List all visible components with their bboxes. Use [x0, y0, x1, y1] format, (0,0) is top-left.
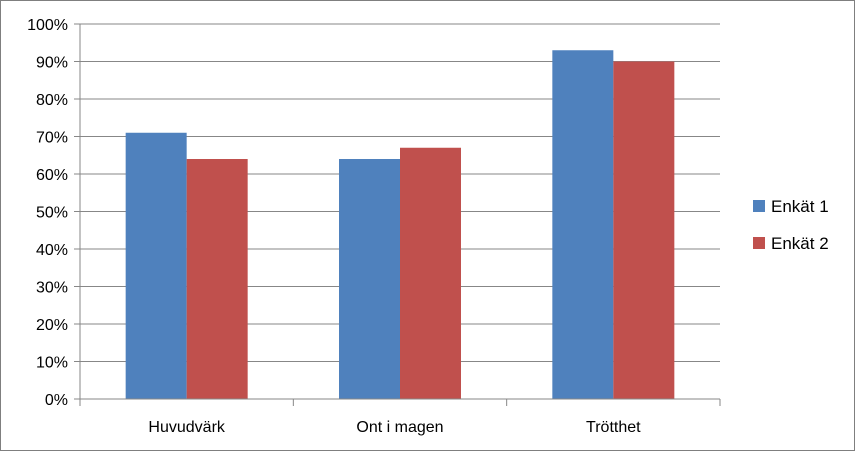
axes: [74, 23, 721, 406]
y-tick-label: 90%: [36, 55, 68, 72]
y-tick-label: 100%: [27, 17, 68, 34]
bars: [125, 50, 675, 399]
x-tick-label: Ont i magen: [356, 419, 443, 436]
legend-swatch-2: [753, 237, 765, 249]
legend-label-2: Enkät 2: [771, 234, 829, 253]
x-tick-labels: Huvudvärk Ont i magen Trötthet: [148, 419, 641, 436]
legend: Enkät 1 Enkät 2: [753, 197, 829, 253]
legend-label-1: Enkät 1: [771, 197, 829, 216]
bar-1-1: [125, 132, 187, 399]
y-tick-label: 0%: [45, 392, 68, 409]
bar-2-3: [613, 61, 675, 399]
y-tick-label: 50%: [36, 205, 68, 222]
y-tick-label: 20%: [36, 317, 68, 334]
legend-swatch-1: [753, 200, 765, 212]
y-tick-label: 70%: [36, 130, 68, 147]
x-tick-label: Trötthet: [586, 419, 641, 436]
y-tick-label: 10%: [36, 355, 68, 372]
bar-2-2: [400, 147, 461, 399]
y-tick-label: 80%: [36, 92, 68, 109]
y-tick-labels: 0% 10% 20% 30% 40% 50% 60% 70% 80% 90% 100%: [27, 17, 68, 409]
bar-2-1: [186, 159, 248, 399]
bar-1-3: [552, 50, 614, 399]
x-tick-label: Huvudvärk: [148, 419, 225, 436]
y-tick-label: 30%: [36, 280, 68, 297]
y-tick-label: 40%: [36, 242, 68, 259]
bar-1-2: [339, 159, 400, 399]
y-tick-label: 60%: [36, 167, 68, 184]
